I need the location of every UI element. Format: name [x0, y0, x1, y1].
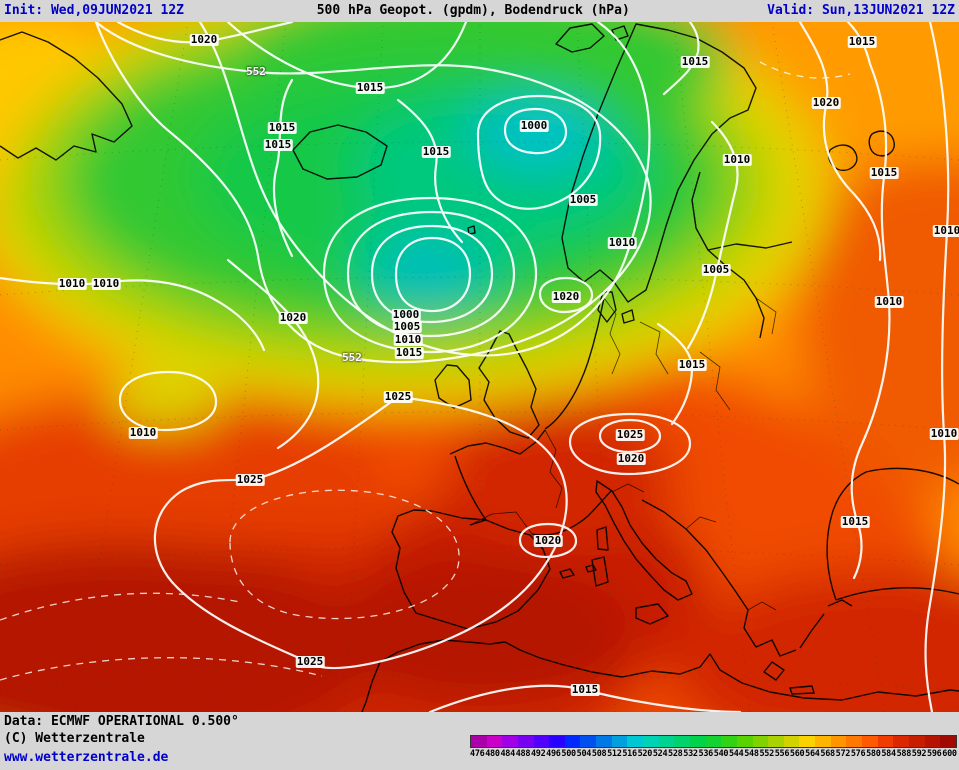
geopotential-colorbar: 476 480 484 488 492 496 500 504 508 512 516 520 524 5… [470, 735, 957, 759]
colorbar-segment [893, 736, 909, 747]
iceland-coast [292, 124, 388, 180]
colorbar-segment [830, 736, 847, 747]
north-sea-coast [544, 297, 605, 430]
colorbar-tick: 544 [728, 749, 744, 759]
faroe-islands [467, 225, 476, 235]
website-link[interactable]: www.wetterzentrale.de [4, 750, 169, 765]
colorbar-segment [674, 736, 690, 747]
britain-coast [478, 330, 540, 439]
valid-time-label: Valid: Sun,13JUN2021 12Z [767, 3, 955, 18]
colorbar-tick: 496 [546, 749, 561, 759]
colorbar-tick: 480 [485, 749, 500, 759]
copyright-label: (C) Wetterzentrale [4, 731, 145, 746]
colorbar-tick: 528 [668, 749, 683, 759]
colorbar-tick: 560 [789, 749, 805, 759]
colorbar-segment [643, 736, 659, 747]
colorbar-tick: 600 [942, 749, 957, 759]
contour-552 [94, 22, 652, 364]
north-africa-coast [361, 639, 959, 712]
colorbar-tick: 580 [866, 749, 881, 759]
colorbar-segment [611, 736, 628, 747]
colorbar-segment [564, 736, 581, 747]
colorbar-ticks: 476 480 484 488 492 496 500 504 508 512 516 520 524 5… [470, 749, 957, 759]
colorbar-segment [862, 736, 878, 747]
colorbar-segment [736, 736, 753, 747]
country-borders [469, 297, 777, 611]
colorbar-segment [768, 736, 784, 747]
colorbar-tick: 596 [927, 749, 942, 759]
iberia-coast [391, 509, 551, 630]
colorbar-tick: 476 [470, 749, 485, 759]
colorbar-segment [549, 736, 565, 747]
colorbar-tick: 488 [515, 749, 531, 759]
colorbar-segment [877, 736, 894, 747]
colorbar-tick: 524 [652, 749, 668, 759]
colorbar-tick: 568 [820, 749, 835, 759]
mediterranean-islands [591, 526, 669, 625]
colorbar-tick: 540 [713, 749, 729, 759]
weather-map-canvas [0, 22, 959, 712]
dashed-isobar-lines [0, 61, 851, 681]
colorbar-segment [783, 736, 800, 747]
balkans-greece-coast [641, 499, 815, 695]
colorbar-segment [658, 736, 675, 747]
colorbar-segment [486, 736, 503, 747]
balearic-islands [559, 564, 597, 579]
colorbar-tick: 492 [530, 749, 546, 759]
colorbar-tick: 536 [698, 749, 714, 759]
colorbar-tick: 576 [850, 749, 866, 759]
colorbar-segment [924, 736, 941, 747]
italy-coast [595, 480, 693, 601]
colorbar-segment [799, 736, 816, 747]
colorbar-tick: 572 [835, 749, 851, 759]
map-title: 500 hPa Geopot. (gpdm), Bodendruck (hPa) [316, 3, 630, 18]
colorbar-segments [470, 735, 957, 748]
colorbar-segment [596, 736, 612, 747]
ireland-coast [434, 364, 472, 409]
graticule-grid [0, 22, 959, 712]
colorbar-tick: 516 [622, 749, 637, 759]
colorbar-segment [908, 736, 925, 747]
colorbar-tick: 552 [759, 749, 774, 759]
weather-map: 1020 552 1015 1015 1015 1000 1015 1005 1015 1010 1… [0, 22, 959, 712]
colorbar-segment [846, 736, 863, 747]
colorbar-segment [815, 736, 831, 747]
header-bar: Init: Wed,09JUN2021 12Z 500 hPa Geopot. … [0, 0, 959, 22]
denmark-coast [597, 291, 635, 324]
init-time-label: Init: Wed,09JUN2021 12Z [4, 3, 185, 18]
greenland-coast [0, 31, 133, 161]
colorbar-segment [580, 736, 597, 747]
colorbar-tick: 532 [683, 749, 698, 759]
black-sea-turkey-coast [799, 467, 959, 649]
colorbar-segment [502, 736, 518, 747]
colorbar-tick: 512 [607, 749, 622, 759]
colorbar-tick: 500 [561, 749, 576, 759]
colorbar-segment [471, 736, 487, 747]
colorbar-segment [517, 736, 534, 747]
colorbar-segment [689, 736, 706, 747]
colorbar-tick: 588 [896, 749, 912, 759]
colorbar-segment [533, 736, 550, 747]
colorbar-tick: 564 [805, 749, 820, 759]
isobar-contour-lines [0, 22, 950, 712]
colorbar-segment [752, 736, 769, 747]
colorbar-tick: 504 [576, 749, 592, 759]
colorbar-tick: 508 [591, 749, 607, 759]
colorbar-tick: 520 [637, 749, 653, 759]
colorbar-segment [721, 736, 737, 747]
colorbar-tick: 556 [774, 749, 790, 759]
colorbar-tick: 484 [500, 749, 515, 759]
colorbar-segment [705, 736, 722, 747]
colorbar-segment [940, 736, 956, 747]
colorbar-tick: 584 [881, 749, 896, 759]
colorbar-tick: 548 [744, 749, 759, 759]
colorbar-segment [627, 736, 644, 747]
data-source-label: Data: ECMWF OPERATIONAL 0.500° [4, 714, 239, 729]
colorbar-tick: 592 [911, 749, 927, 759]
footer-bar: Data: ECMWF OPERATIONAL 0.500° (C) Wette… [0, 712, 959, 770]
